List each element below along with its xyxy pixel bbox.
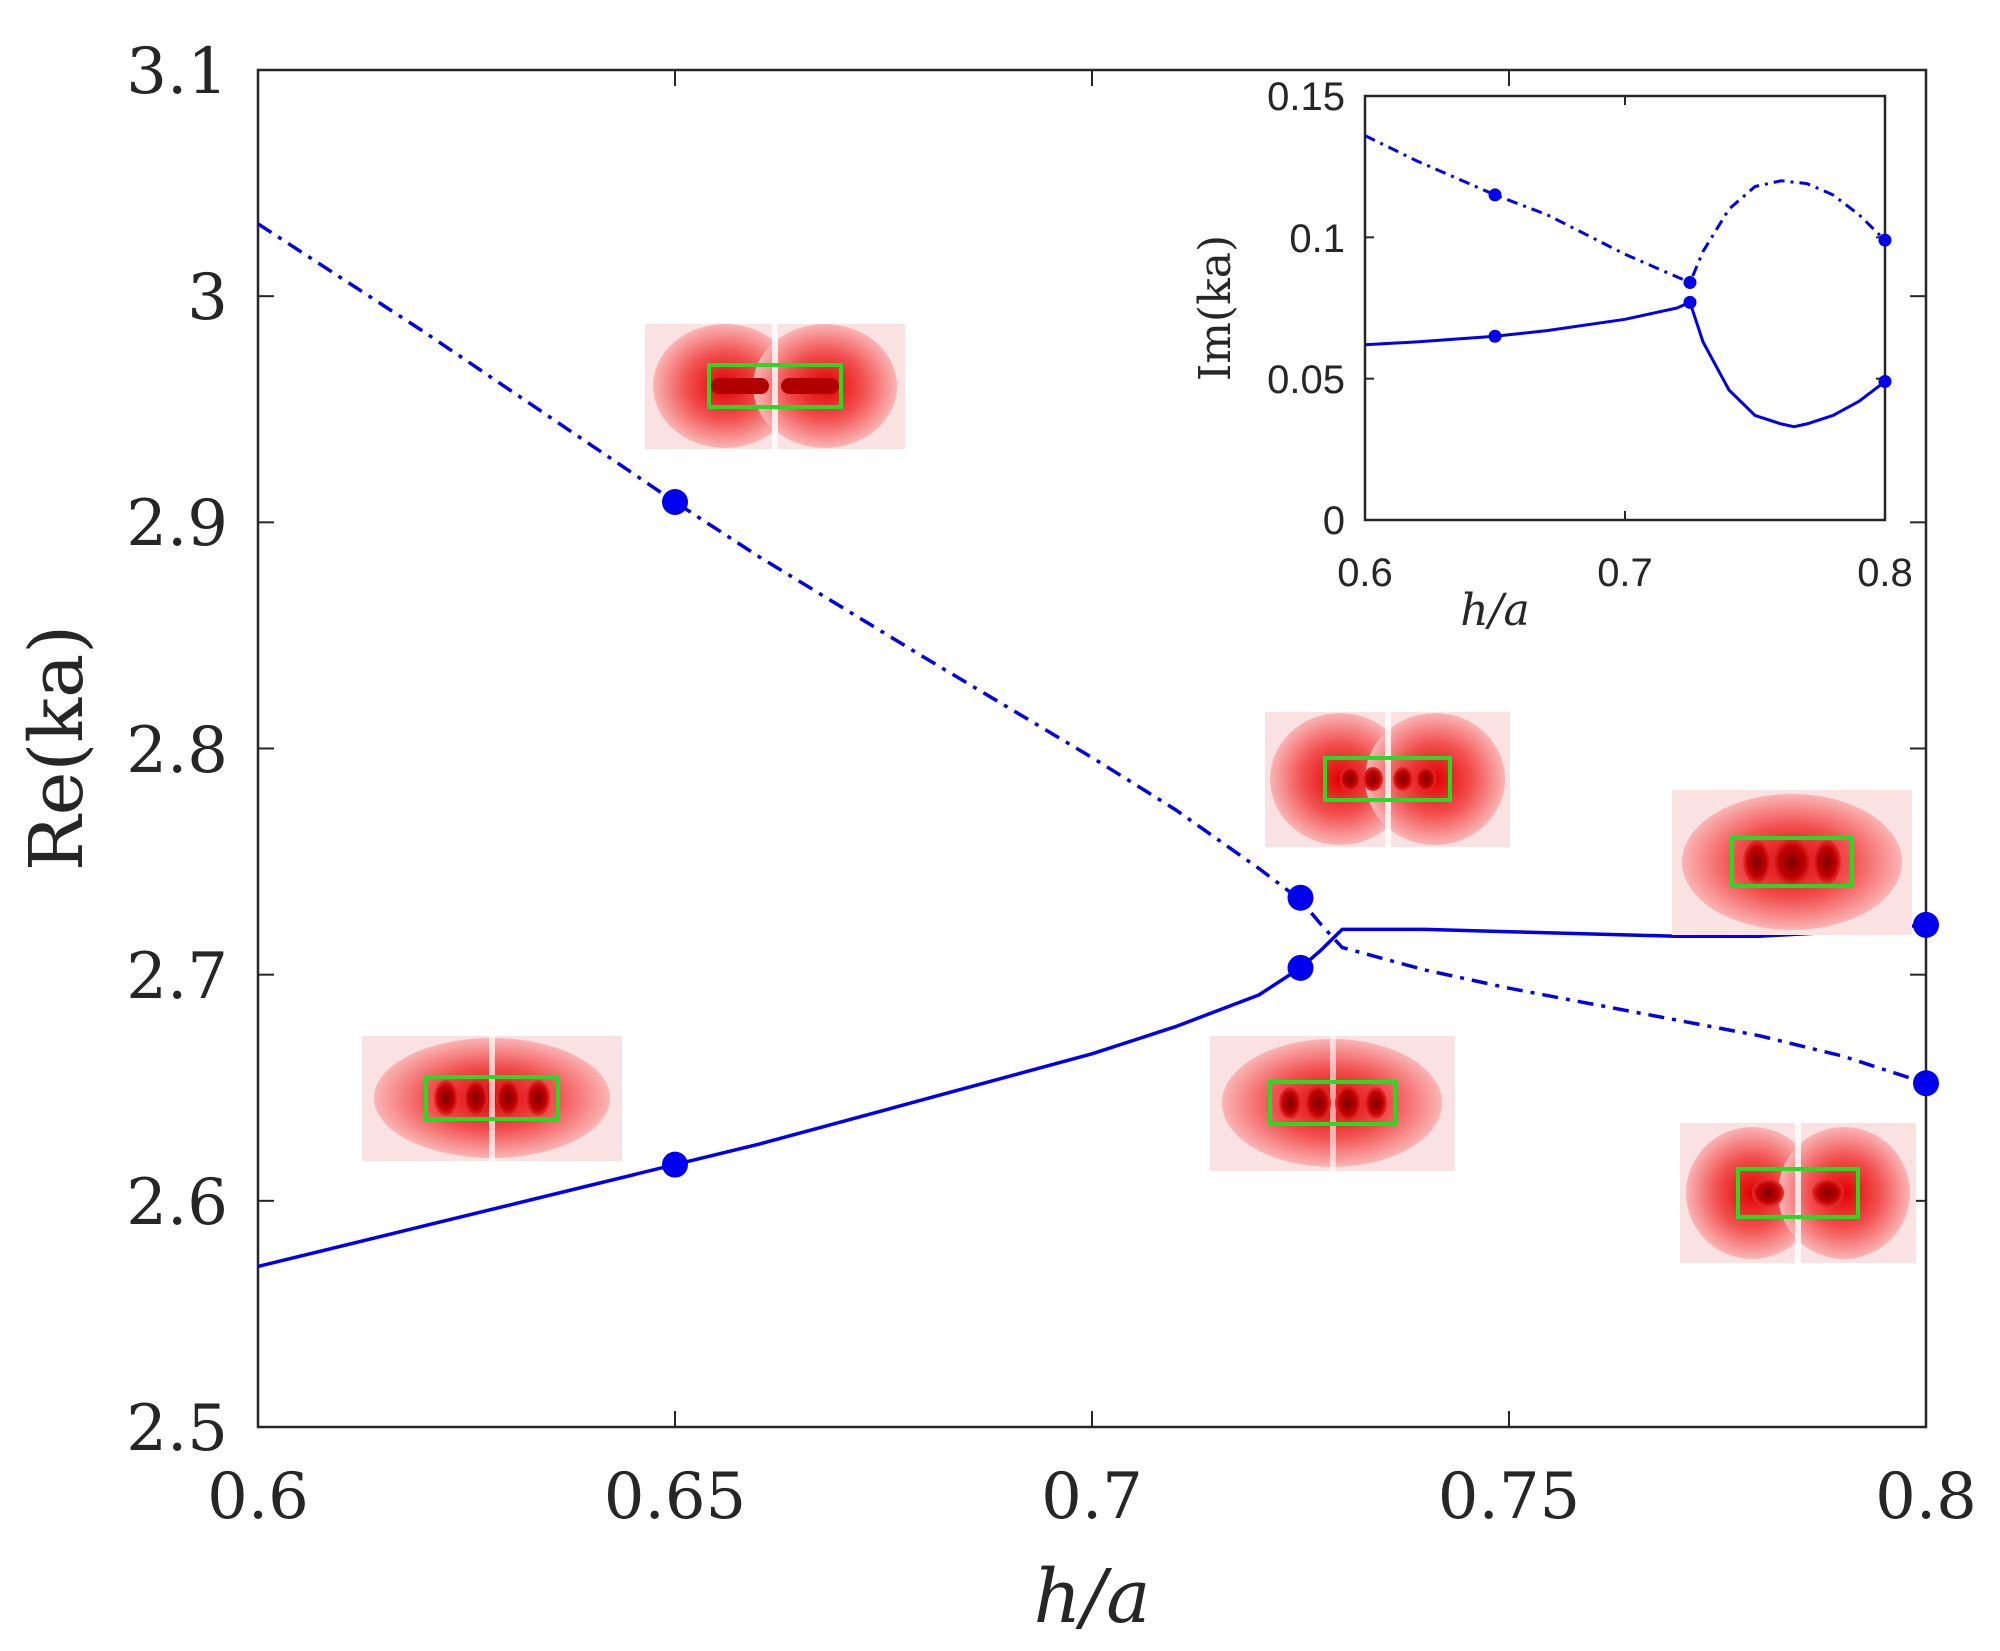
main-data-marker — [1913, 1070, 1939, 1097]
thumbnail-blob — [1743, 840, 1771, 884]
inset-data-marker — [1878, 233, 1892, 247]
field-thumbnail-lower-065 — [362, 1036, 622, 1161]
inset-data-marker — [1683, 276, 1697, 290]
thumbnail-node-line — [1385, 712, 1391, 847]
main-ticks — [257, 69, 1927, 1428]
main-y-tick-2.9: 2.9 — [126, 487, 228, 561]
thumbnail-blob — [1393, 767, 1413, 791]
main-data-marker — [662, 488, 688, 515]
main-axes: 0.6 0.65 0.7 0.75 0.8 2.5 2.6 2.7 2.8 2.… — [14, 35, 1977, 1640]
thumbnail-blob — [434, 1080, 458, 1116]
thumbnail-blob — [1365, 1087, 1387, 1119]
inset-y-tick-0.05: 0.05 — [1267, 358, 1345, 402]
thumbnail-blob — [1812, 1179, 1844, 1207]
main-x-tick-0.8: 0.8 — [1875, 1460, 1977, 1534]
field-thumbnail-upper-0725 — [1265, 712, 1510, 847]
thumbnail-blob — [1813, 840, 1841, 884]
thumbnail-resonator-box — [707, 363, 843, 409]
inset-background — [1365, 96, 1885, 520]
field-thumbnail-lower-08 — [1680, 1123, 1916, 1263]
thumbnail-node-line — [1795, 1123, 1801, 1263]
inset-series — [1364, 134, 1892, 429]
thumbnail-blob — [711, 378, 769, 394]
thumbnail-resonator-box — [1736, 1167, 1860, 1219]
thumbnail-blob — [1279, 1087, 1301, 1119]
main-y-label: Re(ka) — [14, 625, 100, 871]
inset-axes: 0.6 0.7 0.8 0 0.05 0.1 0.15 h/a Im(ka) — [1190, 75, 1913, 636]
main-data-marker — [662, 1151, 688, 1178]
main-x-tick-0.6: 0.6 — [207, 1460, 309, 1534]
inset-data-marker — [1878, 374, 1892, 388]
main-x-tick-0.7: 0.7 — [1041, 1460, 1143, 1534]
thumbnail-blob — [464, 1080, 488, 1116]
main-data-marker — [1287, 954, 1314, 981]
thumbnail-blob — [1340, 767, 1360, 791]
thumbnail-resonator-box — [1323, 756, 1452, 802]
thumbnail-blob — [1416, 767, 1436, 791]
main-x-tick-0.75: 0.75 — [1438, 1460, 1581, 1534]
thumbnail-blob — [496, 1080, 520, 1116]
thumbnail-blob — [1335, 1085, 1361, 1121]
inset-y-tick-0: 0 — [1323, 499, 1345, 543]
field-profile-thumbnails — [362, 324, 1916, 1263]
thumbnail-blob — [1752, 1179, 1784, 1207]
inset-data-marker — [1488, 188, 1502, 202]
thumbnail-blob — [1363, 767, 1383, 791]
main-y-tick-3.1: 3.1 — [126, 35, 228, 109]
main-series — [257, 222, 1939, 1269]
thumbnail-resonator-box — [1730, 836, 1854, 888]
main-y-tick-2.7: 2.7 — [126, 940, 228, 1014]
main-x-label: h/a — [1034, 1554, 1151, 1640]
inset-y-tick-0.15: 0.15 — [1267, 75, 1345, 119]
inset-series-line-1 — [1364, 134, 1887, 285]
thumbnail-node-line — [489, 1036, 495, 1161]
inset-x-label: h/a — [1460, 585, 1529, 636]
thumbnail-blob — [526, 1080, 550, 1116]
field-thumbnail-upper-08 — [1672, 790, 1912, 935]
inset-series-line-2 — [1364, 300, 1886, 429]
inset-data-marker — [1488, 329, 1502, 343]
inset-x-tick-0.8: 0.8 — [1857, 551, 1913, 595]
main-y-tick-2.8: 2.8 — [126, 714, 228, 788]
field-thumbnail-upper-065 — [645, 324, 905, 449]
thumbnail-node-line — [1330, 1036, 1336, 1171]
field-thumbnail-lower-0725 — [1210, 1036, 1455, 1171]
main-x-tick-0.65: 0.65 — [604, 1460, 747, 1534]
thumbnail-blob — [1305, 1085, 1331, 1121]
inset-x-tick-0.7: 0.7 — [1597, 551, 1653, 595]
main-y-tick-3: 3 — [187, 261, 228, 335]
thumbnail-resonator-box — [424, 1075, 560, 1121]
main-data-marker — [1287, 884, 1314, 911]
thumbnail-resonator-box — [1268, 1080, 1397, 1126]
inset-x-tick-0.6: 0.6 — [1337, 551, 1393, 595]
thumbnail-blob — [781, 378, 839, 394]
inset-ticks — [1364, 95, 1886, 521]
inset-y-tick-0.1: 0.1 — [1289, 217, 1345, 261]
thumbnail-blob — [1772, 838, 1812, 886]
main-y-tick-2.5: 2.5 — [126, 1392, 228, 1466]
main-data-marker — [1913, 911, 1939, 938]
inset-y-label: Im(ka) — [1190, 235, 1241, 381]
main-y-tick-2.6: 2.6 — [126, 1166, 228, 1240]
thumbnail-node-line — [772, 324, 778, 449]
inset-data-marker — [1683, 295, 1697, 309]
main-series-line-1 — [257, 222, 1927, 1085]
